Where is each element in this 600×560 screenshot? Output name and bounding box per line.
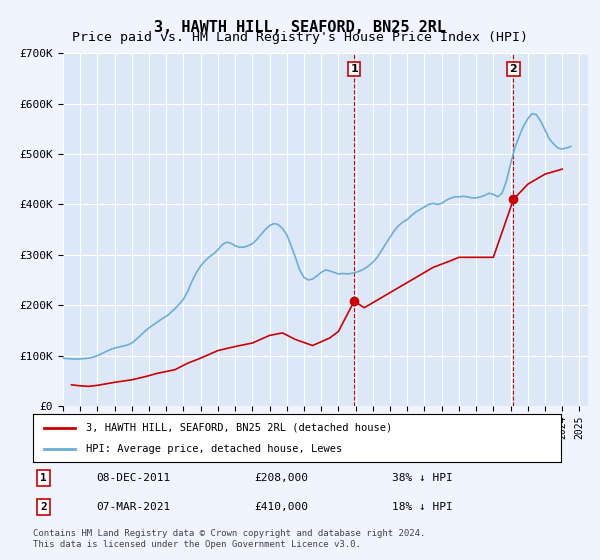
- Text: Contains HM Land Registry data © Crown copyright and database right 2024.
This d: Contains HM Land Registry data © Crown c…: [33, 529, 425, 549]
- Text: 08-DEC-2011: 08-DEC-2011: [97, 473, 170, 483]
- Text: £208,000: £208,000: [255, 473, 309, 483]
- Text: 07-MAR-2021: 07-MAR-2021: [97, 502, 170, 512]
- Text: 2: 2: [509, 64, 517, 74]
- Text: 3, HAWTH HILL, SEAFORD, BN25 2RL: 3, HAWTH HILL, SEAFORD, BN25 2RL: [154, 20, 446, 35]
- Text: 1: 1: [40, 473, 47, 483]
- Text: HPI: Average price, detached house, Lewes: HPI: Average price, detached house, Lewe…: [86, 444, 342, 454]
- Text: 38% ↓ HPI: 38% ↓ HPI: [392, 473, 453, 483]
- Text: 3, HAWTH HILL, SEAFORD, BN25 2RL (detached house): 3, HAWTH HILL, SEAFORD, BN25 2RL (detach…: [86, 423, 392, 433]
- Text: £410,000: £410,000: [255, 502, 309, 512]
- Text: 18% ↓ HPI: 18% ↓ HPI: [392, 502, 453, 512]
- Text: Price paid vs. HM Land Registry's House Price Index (HPI): Price paid vs. HM Land Registry's House …: [72, 31, 528, 44]
- Text: 2: 2: [40, 502, 47, 512]
- Text: 1: 1: [350, 64, 358, 74]
